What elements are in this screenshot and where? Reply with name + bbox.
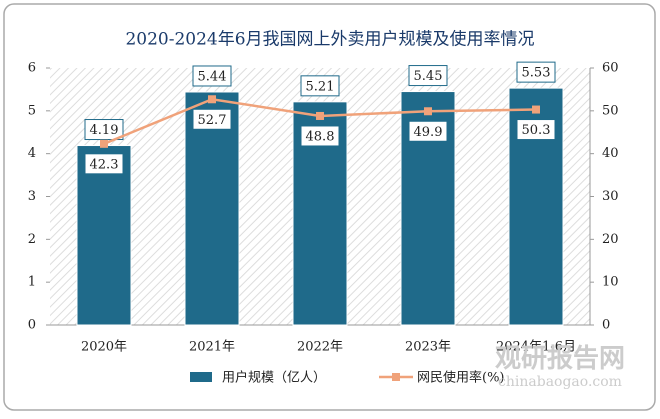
y-tick-label: 4 (28, 146, 36, 161)
y2-tick-label: 10 (602, 275, 619, 290)
bar (184, 91, 240, 326)
y-tick-label: 0 (28, 318, 36, 333)
x-tick-label: 2024年1-6月 (496, 340, 576, 355)
line-value-label: 48.8 (306, 129, 335, 144)
bar-value-label: 5.53 (522, 66, 551, 81)
line-value-label-box (300, 125, 340, 147)
bar-value-label-box (84, 119, 124, 141)
chart-title: 2020-2024年6月我国网上外卖用户规模及使用率情况 (125, 29, 534, 50)
x-tick-label: 2022年 (297, 340, 343, 355)
y-tick-label: 1 (28, 275, 36, 290)
legend-label: 网民使用率(%) (417, 370, 505, 386)
bar-value-label-box (192, 65, 232, 87)
watermark: 观研报告网 (495, 343, 625, 374)
line-value-label: 50.3 (522, 123, 551, 138)
bar-value-label: 4.19 (90, 123, 119, 138)
y2-tick-label: 40 (602, 146, 619, 161)
x-tick-label: 2020年 (81, 340, 127, 355)
y2-tick-label: 20 (602, 232, 619, 247)
y2-tick-label: 50 (602, 103, 619, 118)
line-marker (532, 105, 540, 114)
line-value-label-box (192, 108, 232, 130)
y-tick-label: 5 (28, 103, 36, 118)
line-marker (424, 107, 432, 116)
line-value-label: 52.7 (198, 113, 227, 128)
legend-label: 用户规模（亿人） (222, 370, 326, 386)
line-marker (316, 111, 324, 120)
x-tick-label: 2023年 (405, 340, 451, 355)
line-value-label-box (408, 120, 448, 142)
line-value-label: 49.9 (414, 125, 443, 140)
line-value-label-box (84, 153, 124, 175)
y2-tick-label: 60 (602, 61, 619, 76)
bar-value-label: 5.44 (198, 69, 227, 84)
y2-tick-label: 0 (602, 318, 610, 333)
legend-marker (392, 373, 400, 381)
y-tick-label: 3 (28, 189, 36, 204)
bar-value-label: 5.21 (306, 79, 335, 94)
legend-swatch (190, 372, 212, 382)
line-value-label-box (516, 119, 556, 141)
bar-value-label-box (300, 75, 340, 97)
bar (76, 145, 132, 326)
bar-value-label: 5.45 (414, 69, 443, 84)
y-tick-label: 2 (28, 232, 36, 247)
x-tick-label: 2021年 (189, 340, 235, 355)
line-marker (100, 139, 108, 148)
y2-tick-label: 30 (602, 189, 619, 204)
line-value-label: 42.3 (90, 157, 119, 172)
line-marker (208, 95, 216, 104)
bar-value-label-box (516, 61, 556, 83)
y-tick-label: 6 (28, 61, 36, 76)
watermark-url: chinabaogao.com (498, 374, 622, 390)
bar-value-label-box (408, 65, 448, 87)
